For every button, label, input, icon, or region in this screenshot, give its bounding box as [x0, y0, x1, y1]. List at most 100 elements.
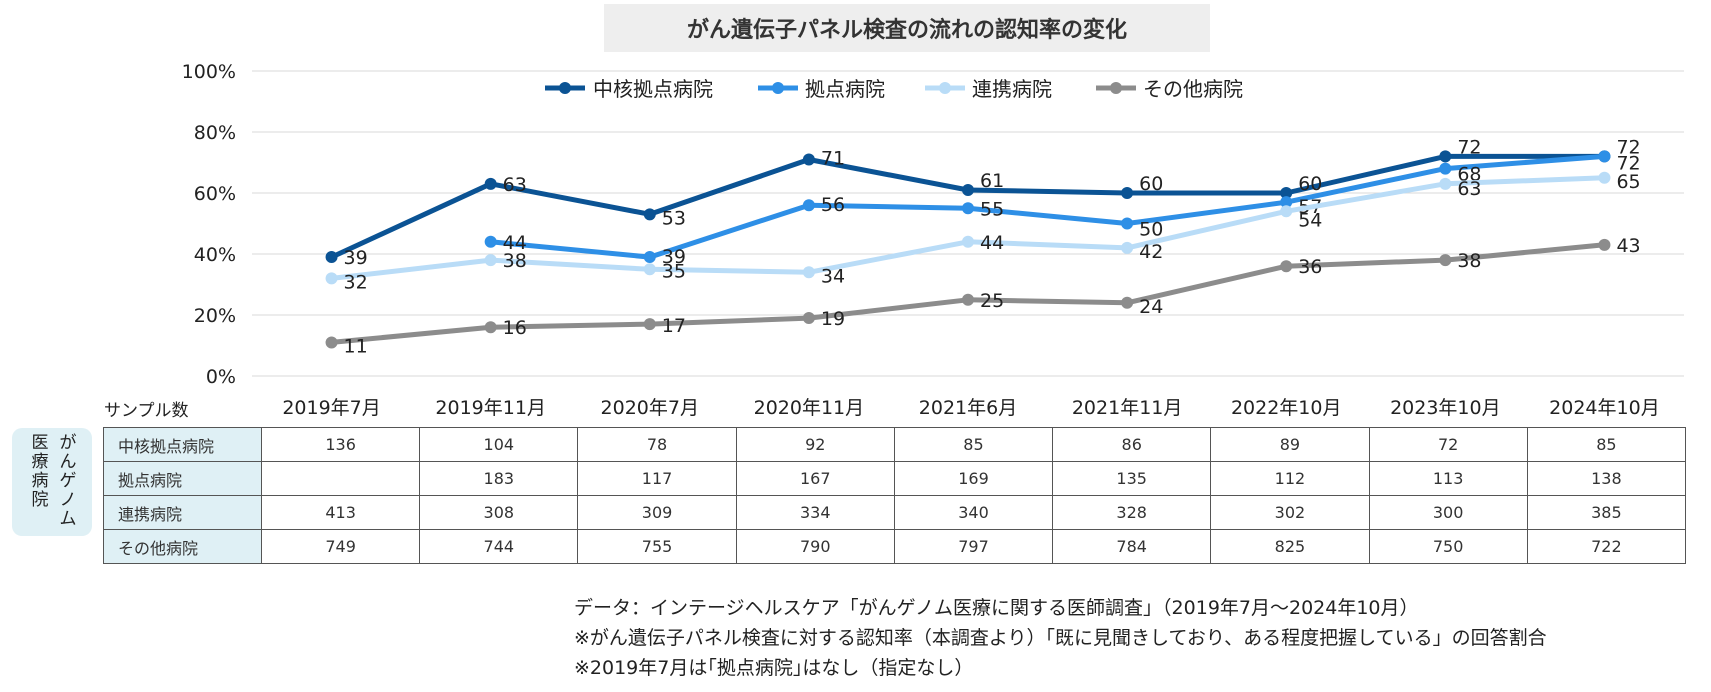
sample-count-cell: 340 — [893, 495, 1054, 530]
row-label: 拠点病院 — [103, 461, 262, 496]
data-label: 50 — [1139, 219, 1163, 241]
sample-count-cell: 790 — [735, 529, 895, 564]
data-point — [1121, 187, 1134, 199]
sample-count-cell: 308 — [419, 495, 579, 530]
data-point — [962, 235, 974, 248]
group-label-char: ノ — [59, 490, 77, 510]
data-label: 19 — [821, 308, 845, 330]
data-point — [962, 202, 974, 215]
genome-hospital-group-label: がんゲノム 医療病院 — [12, 428, 92, 536]
sample-count-label: サンプル数 — [104, 401, 189, 421]
y-tick-label: 60% — [194, 183, 236, 205]
data-point — [1439, 254, 1452, 267]
data-point — [1280, 187, 1293, 199]
data-label: 44 — [980, 232, 1004, 254]
data-label: 34 — [821, 265, 845, 287]
sample-count-cell: 135 — [1052, 461, 1212, 496]
sample-count-cell: 749 — [260, 529, 421, 564]
sample-count-cell: 138 — [1526, 461, 1687, 496]
data-point — [962, 293, 974, 306]
data-point — [484, 235, 497, 248]
line-chart: 0% 20% 40% 60% 80% 100% 2019年7月 2019年11月 2020年7月… — [182, 61, 1684, 419]
data-point — [643, 263, 656, 276]
data-point — [802, 153, 815, 166]
data-label: 39 — [344, 247, 368, 269]
sample-count-cell: 328 — [1052, 495, 1212, 530]
table-row: 連携病院 413 308 309 334 340 328 302 300 385 — [103, 495, 1687, 530]
data-label: 32 — [344, 271, 368, 293]
data-label: 71 — [821, 147, 845, 169]
x-tick-label: 2021年11月 — [1072, 397, 1183, 419]
group-label-col2: 医療病院 — [30, 434, 50, 510]
data-label: 55 — [980, 198, 1004, 220]
data-point — [802, 266, 815, 279]
row-label: 中核拠点病院 — [103, 427, 262, 462]
legend-label: その他病院 — [1143, 77, 1243, 101]
sample-count-cell: 413 — [260, 495, 421, 530]
data-point — [484, 321, 497, 334]
chart-title: がん遺伝子パネル検査の流れの認知率の変化 — [604, 4, 1210, 52]
data-label: 63 — [503, 174, 527, 196]
sample-count-cell: 825 — [1210, 529, 1370, 564]
legend-swatch-marker — [559, 82, 571, 94]
data-label: 38 — [1457, 250, 1481, 272]
sample-count-cell: 755 — [577, 529, 737, 564]
sample-count-cell: 169 — [893, 461, 1054, 496]
group-label-char: 病 — [31, 471, 49, 491]
sample-count-cell: 85 — [1526, 427, 1687, 462]
data-label: 72 — [1616, 152, 1640, 174]
legend-label: 中核拠点病院 — [593, 77, 713, 101]
data-point — [325, 336, 338, 349]
data-label: 63 — [1457, 178, 1481, 200]
data-point — [1280, 196, 1293, 209]
group-label-char: ゲ — [59, 471, 77, 491]
legend-swatch-marker — [772, 82, 784, 94]
group-label-col1: がんゲノム — [58, 434, 78, 529]
data-label: 17 — [662, 315, 686, 337]
data-label: 38 — [503, 250, 527, 272]
data-label: 16 — [503, 317, 527, 339]
sample-count-cell: 167 — [735, 461, 895, 496]
group-label-char: 療 — [31, 452, 49, 472]
data-label: 53 — [662, 207, 686, 229]
sample-count-cell: 117 — [577, 461, 737, 496]
sample-count-cell: 309 — [577, 495, 737, 530]
sample-count-cell: 744 — [419, 529, 579, 564]
data-point — [484, 177, 497, 190]
data-point — [1439, 177, 1452, 190]
group-label-char: 医 — [31, 433, 49, 453]
x-tick-label: 2023年10月 — [1390, 397, 1501, 419]
data-label: 54 — [1298, 209, 1322, 231]
sample-count-cell: 750 — [1368, 529, 1528, 564]
data-point — [484, 254, 497, 267]
series-line — [490, 153, 1605, 260]
base-hospital-note: ※2019年7月は｢拠点病院｣はなし（指定なし） — [574, 657, 974, 679]
legend-swatch-marker — [939, 82, 951, 94]
legend-swatch-marker — [1110, 82, 1122, 94]
sample-count-cell: 722 — [1526, 529, 1687, 564]
sample-count-cell: 784 — [1052, 529, 1212, 564]
data-point — [1439, 150, 1452, 163]
sample-count-cell: 112 — [1210, 461, 1370, 496]
data-label: 42 — [1139, 241, 1163, 263]
data-label: 56 — [821, 194, 845, 216]
data-label: 72 — [1457, 136, 1481, 158]
data-point — [1121, 217, 1134, 230]
sample-count-cell: 104 — [419, 427, 579, 462]
x-tick-label: 2020年11月 — [754, 397, 865, 419]
group-label-char: ん — [59, 452, 77, 472]
group-label-char: 院 — [31, 490, 49, 510]
sample-count-cell: 136 — [260, 427, 421, 462]
data-label: 36 — [1298, 256, 1322, 278]
y-tick-label: 0% — [206, 366, 236, 388]
legend-label: 拠点病院 — [805, 77, 885, 101]
data-label: 25 — [980, 290, 1004, 312]
sample-count-cell: 302 — [1210, 495, 1370, 530]
data-point — [1598, 171, 1611, 184]
sample-count-cell: 300 — [1368, 495, 1528, 530]
sample-count-table: 中核拠点病院 136 104 78 92 85 86 89 72 85 拠点病院 183 117 167 1… — [103, 427, 1687, 564]
row-label: 連携病院 — [103, 495, 262, 530]
data-point — [1121, 241, 1134, 254]
data-source-note: データ：インテージヘルスケア「がんゲノム医療に関する医師調査」（2019年7月～… — [574, 597, 1419, 619]
data-point — [1598, 150, 1611, 163]
